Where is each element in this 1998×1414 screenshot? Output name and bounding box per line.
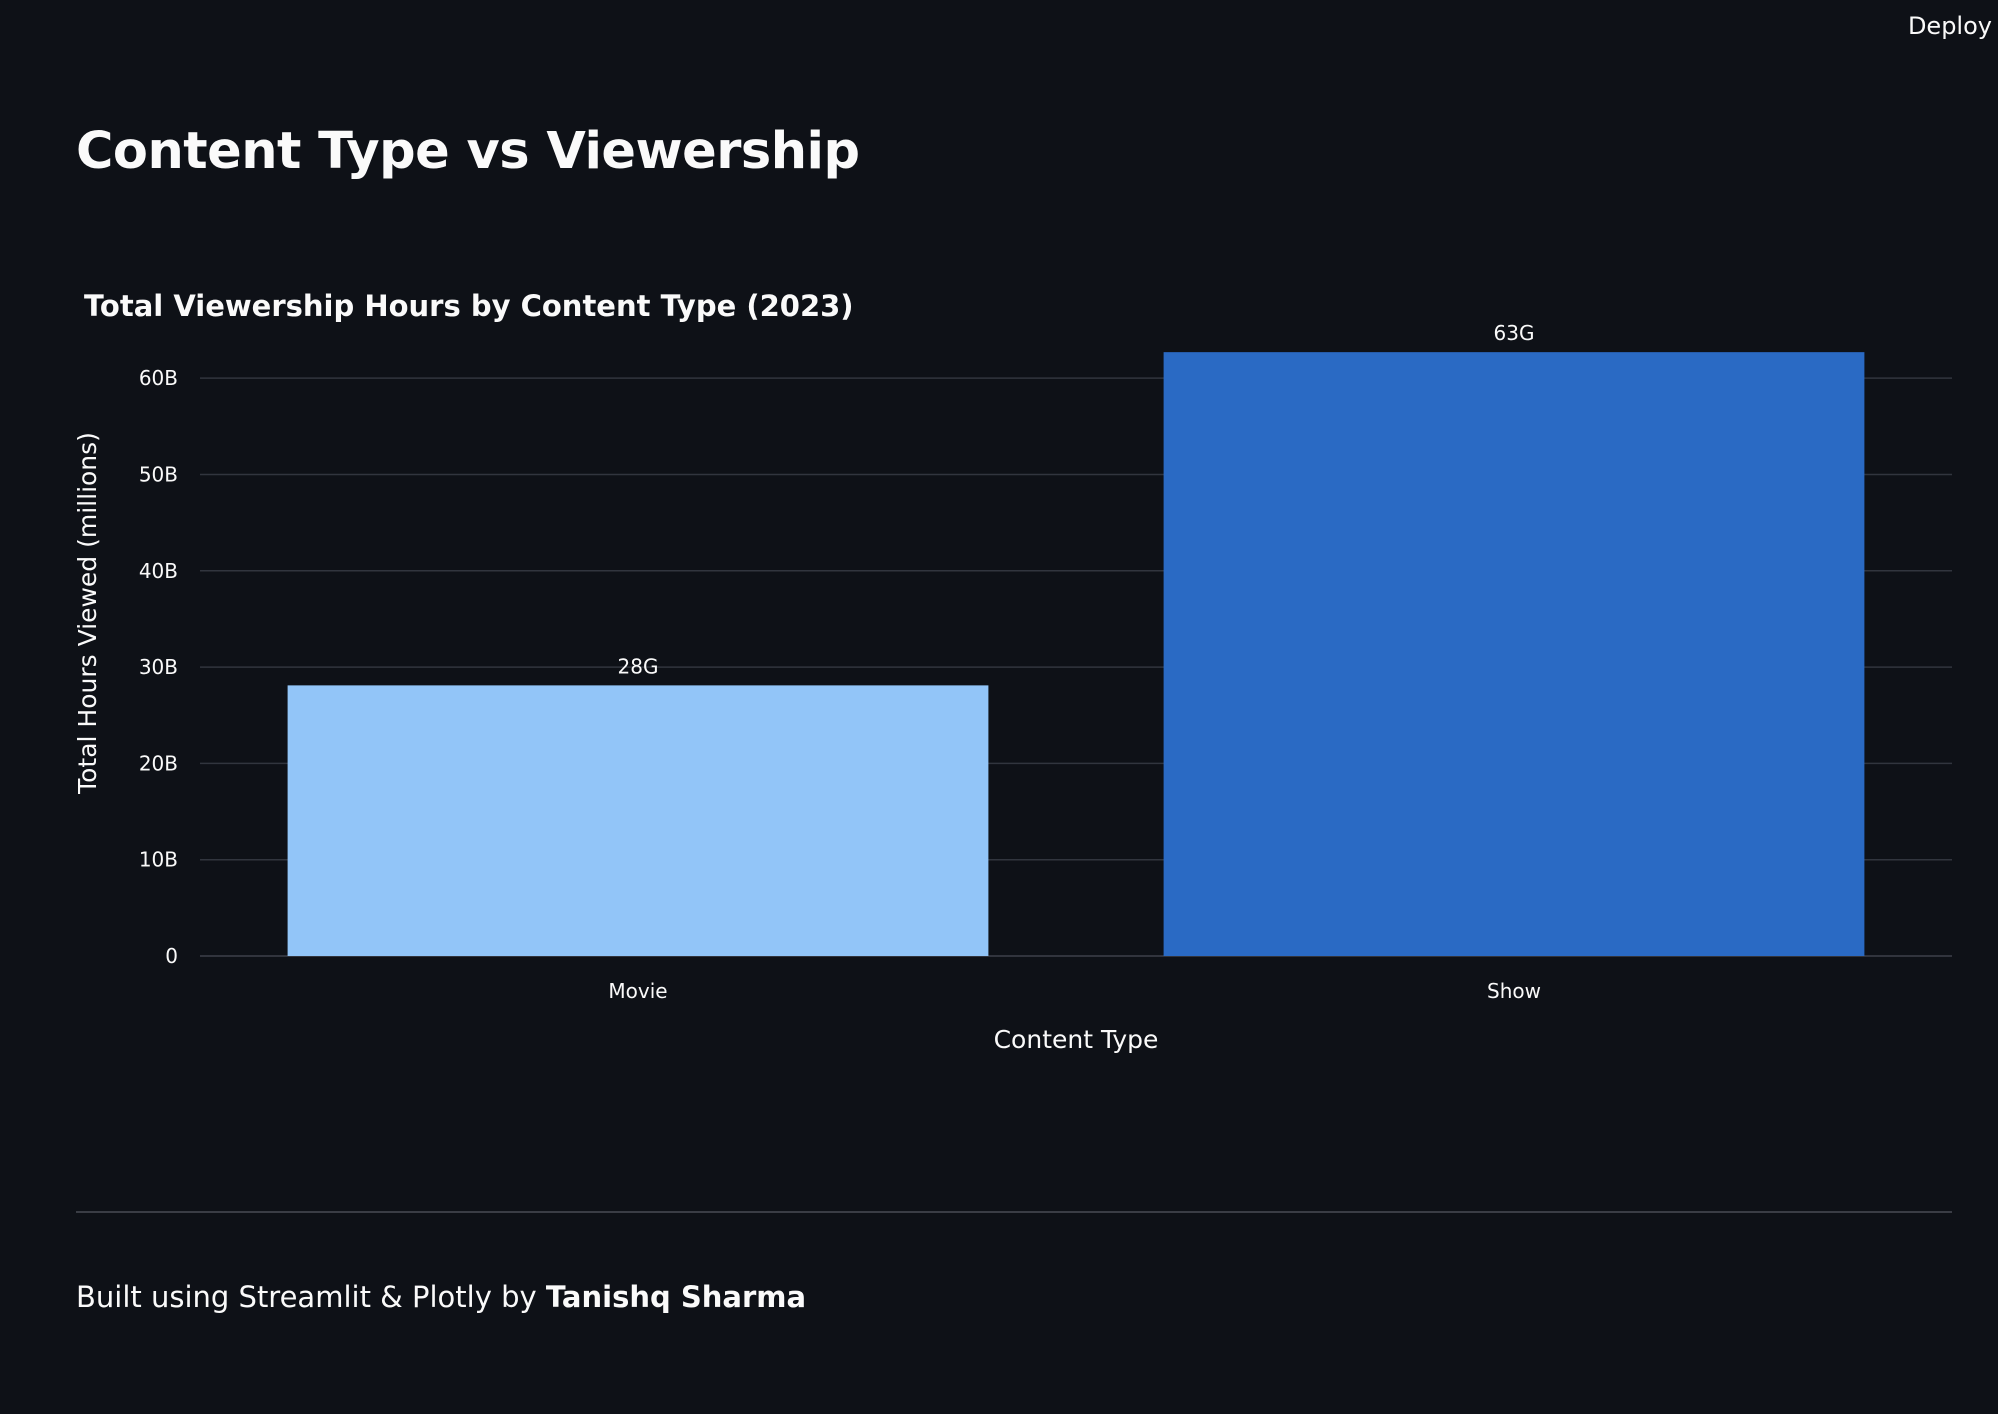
y-tick-label: 30B	[139, 655, 178, 679]
x-axis-ticks: Movie Show	[608, 979, 1541, 1003]
y-tick-label: 50B	[139, 462, 178, 486]
deploy-button[interactable]: Deploy	[1907, 12, 1992, 40]
bar-chart: Total Viewership Hours by Content Type (…	[60, 270, 1960, 1070]
chart-title: Total Viewership Hours by Content Type (…	[84, 289, 854, 323]
x-axis-title: Content Type	[994, 1025, 1159, 1054]
bars	[287, 352, 1865, 956]
data-label: 63G	[1494, 321, 1535, 345]
y-tick-label: 20B	[139, 751, 178, 775]
y-tick-label: 60B	[139, 366, 178, 390]
bar-movie[interactable]	[287, 685, 989, 956]
footer-author: Tanishq Sharma	[545, 1280, 807, 1314]
x-tick-label: Movie	[608, 979, 667, 1003]
y-tick-label: 40B	[139, 559, 178, 583]
page-title: Content Type vs Viewership	[76, 122, 860, 181]
data-label: 28G	[618, 654, 659, 678]
y-tick-label: 0	[165, 944, 178, 968]
y-axis-ticks: 0 10B 20B 30B 40B 50B 60B	[139, 366, 178, 968]
data-labels: 28G 63G	[618, 321, 1535, 678]
footer-prefix: Built using Streamlit & Plotly by	[76, 1280, 546, 1314]
y-axis-title: Total Hours Viewed (millions)	[73, 432, 102, 795]
chart-svg: Total Viewership Hours by Content Type (…	[73, 289, 1952, 1054]
footer-divider	[76, 1211, 1952, 1213]
footer-credit: Built using Streamlit & Plotly by Tanish…	[76, 1280, 806, 1314]
app-header: Deploy	[0, 0, 1998, 60]
y-tick-label: 10B	[139, 848, 178, 872]
bar-show[interactable]	[1163, 352, 1865, 956]
x-tick-label: Show	[1487, 979, 1541, 1003]
